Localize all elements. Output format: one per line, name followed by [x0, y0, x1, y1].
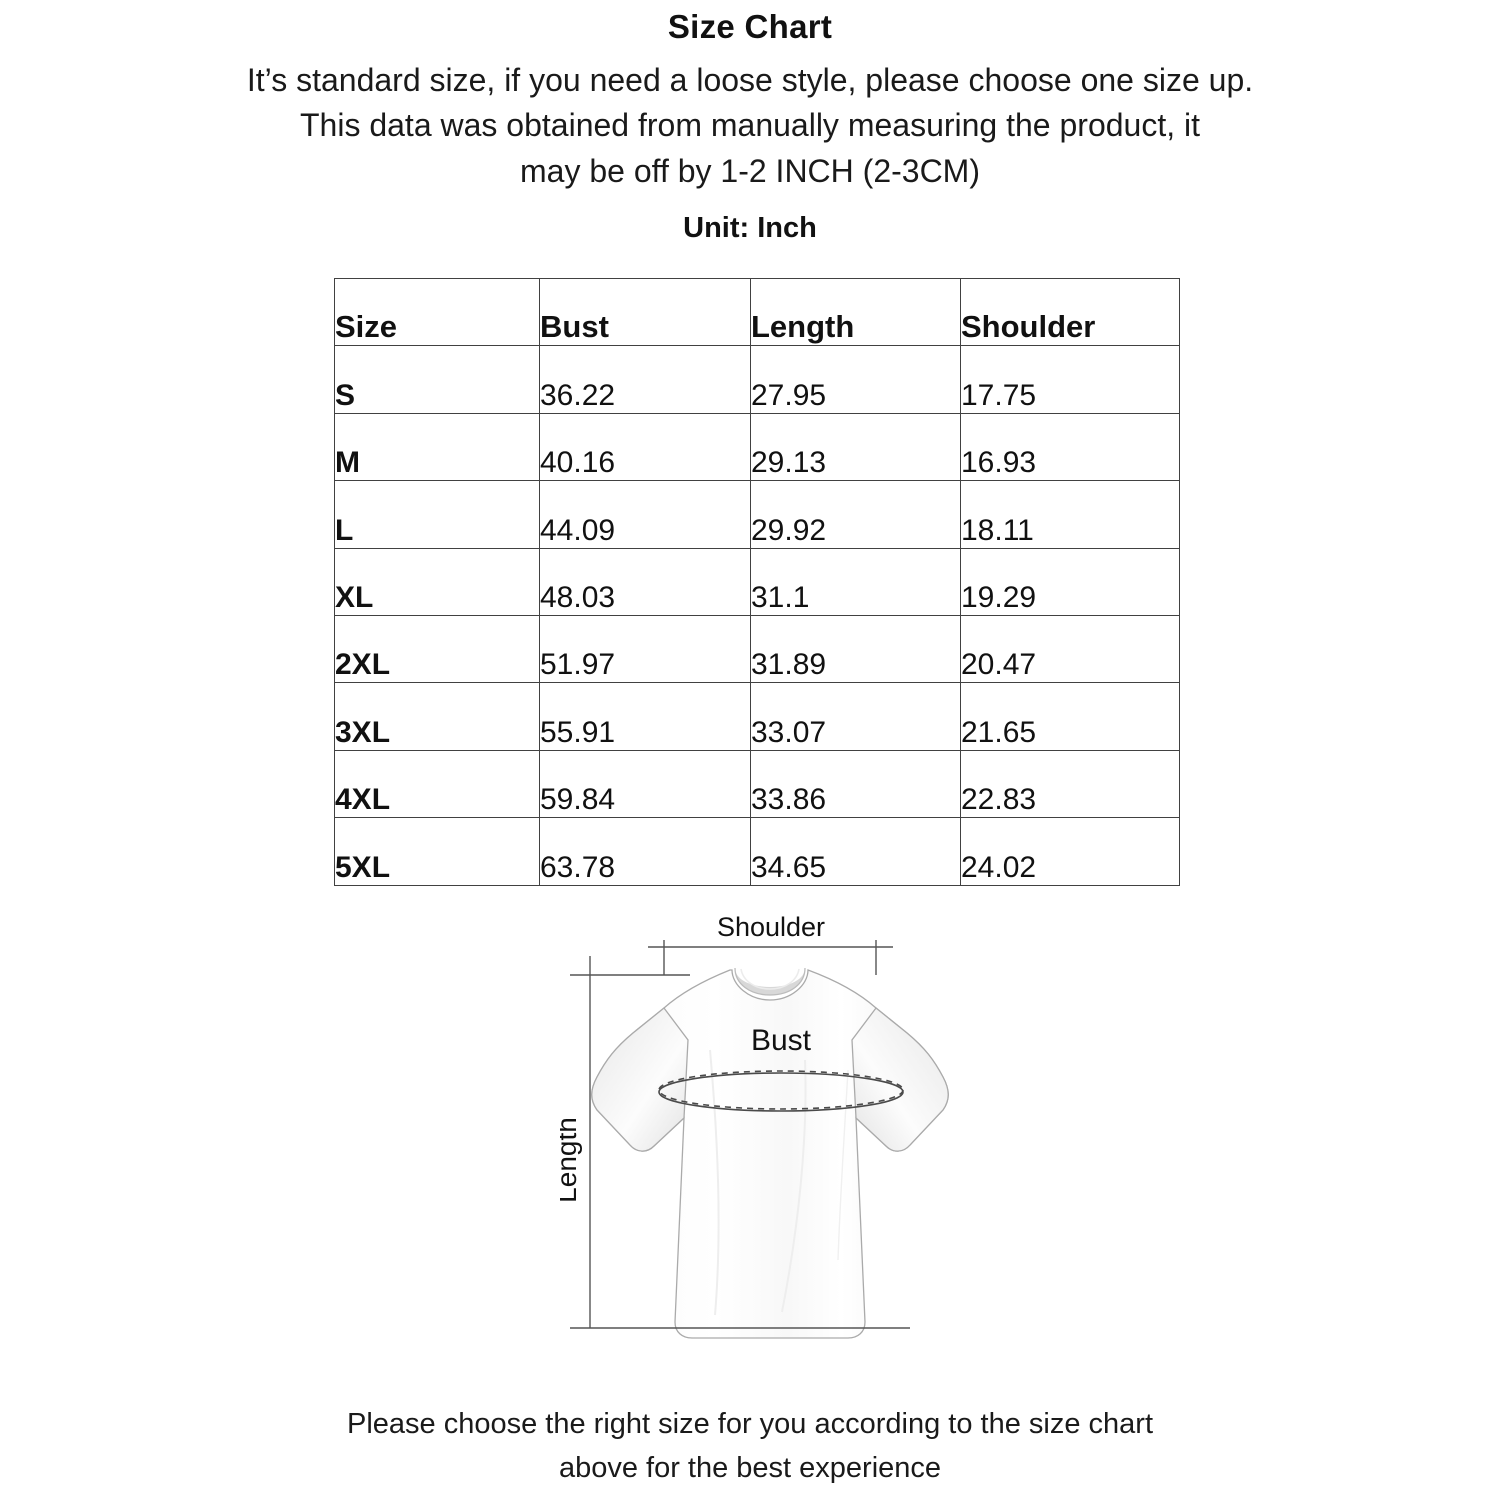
svg-text:Shoulder: Shoulder	[717, 912, 825, 942]
svg-text:Bust: Bust	[751, 1024, 812, 1057]
svg-text:Length: Length	[560, 1117, 582, 1203]
